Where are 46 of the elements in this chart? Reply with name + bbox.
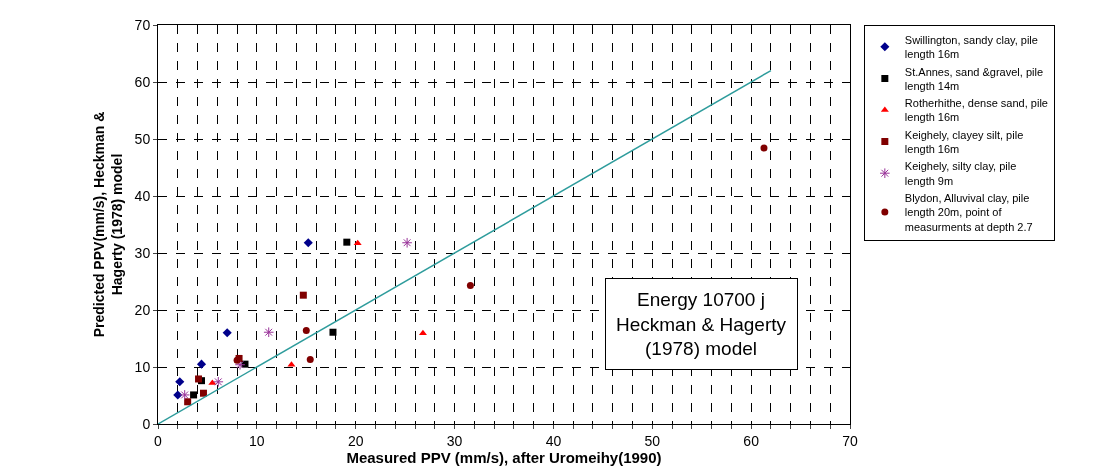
x-tick-label: 20 [347, 432, 364, 449]
legend-label: Blydon, Alluvival clay, pile length 20m, point of measurments at depth 2.7 [904, 191, 1033, 233]
y-tick-label: 30 [134, 244, 151, 261]
point [466, 281, 474, 289]
y-tick-label: 40 [134, 187, 151, 204]
point [329, 328, 337, 336]
point [299, 291, 307, 299]
legend-label: St.Annes, sand &gravel, pile length 14m [904, 65, 1044, 92]
point [306, 356, 314, 364]
y-tick-label: 10 [134, 358, 151, 375]
point [190, 391, 198, 399]
x-tick-label: 30 [446, 432, 463, 449]
x-tick-label: 0 [154, 432, 163, 449]
point [353, 239, 362, 246]
x-tick-label: 50 [644, 432, 661, 449]
point [199, 389, 207, 397]
y-tick-label: 0 [142, 415, 151, 432]
point [184, 398, 192, 406]
point [179, 389, 190, 401]
point [418, 329, 427, 336]
legend-label: Swillington, sandy clay, pile length 16m [904, 33, 1038, 61]
y-tick-label: 60 [134, 73, 151, 90]
point [263, 326, 275, 338]
point [196, 359, 207, 369]
annotation: Energy 10700 j Heckman & Hagerty (1978) model [616, 289, 787, 360]
x-tick-label: 40 [545, 432, 562, 449]
point [343, 238, 351, 246]
y-tick-label: 70 [134, 16, 151, 33]
point [213, 376, 224, 388]
x-tick-label: 70 [842, 432, 858, 449]
x-tick-label: 60 [743, 432, 760, 449]
y-axis-title: Predicted PPV(mm/s), Heckman & Hagerty (1978) model [91, 111, 126, 338]
point [234, 359, 246, 371]
y-tick-label: 20 [134, 301, 151, 318]
point [175, 377, 185, 387]
point [760, 144, 768, 152]
y-tick-label: 50 [134, 130, 151, 147]
point [302, 327, 310, 335]
point [303, 238, 313, 248]
point [401, 237, 413, 249]
legend-label: Rotherhithe, dense sand, pile length 16m [904, 97, 1048, 124]
point [222, 328, 232, 338]
legend-label: Keighely, silty clay, pile length 9m [904, 160, 1017, 187]
x-tick-label: 10 [249, 432, 265, 449]
x-axis-title: Measured PPV (mm/s), after Uromeihy(1990) [346, 448, 662, 466]
legend-label: Keighely, clayey silt, pile length 16m [904, 128, 1024, 156]
